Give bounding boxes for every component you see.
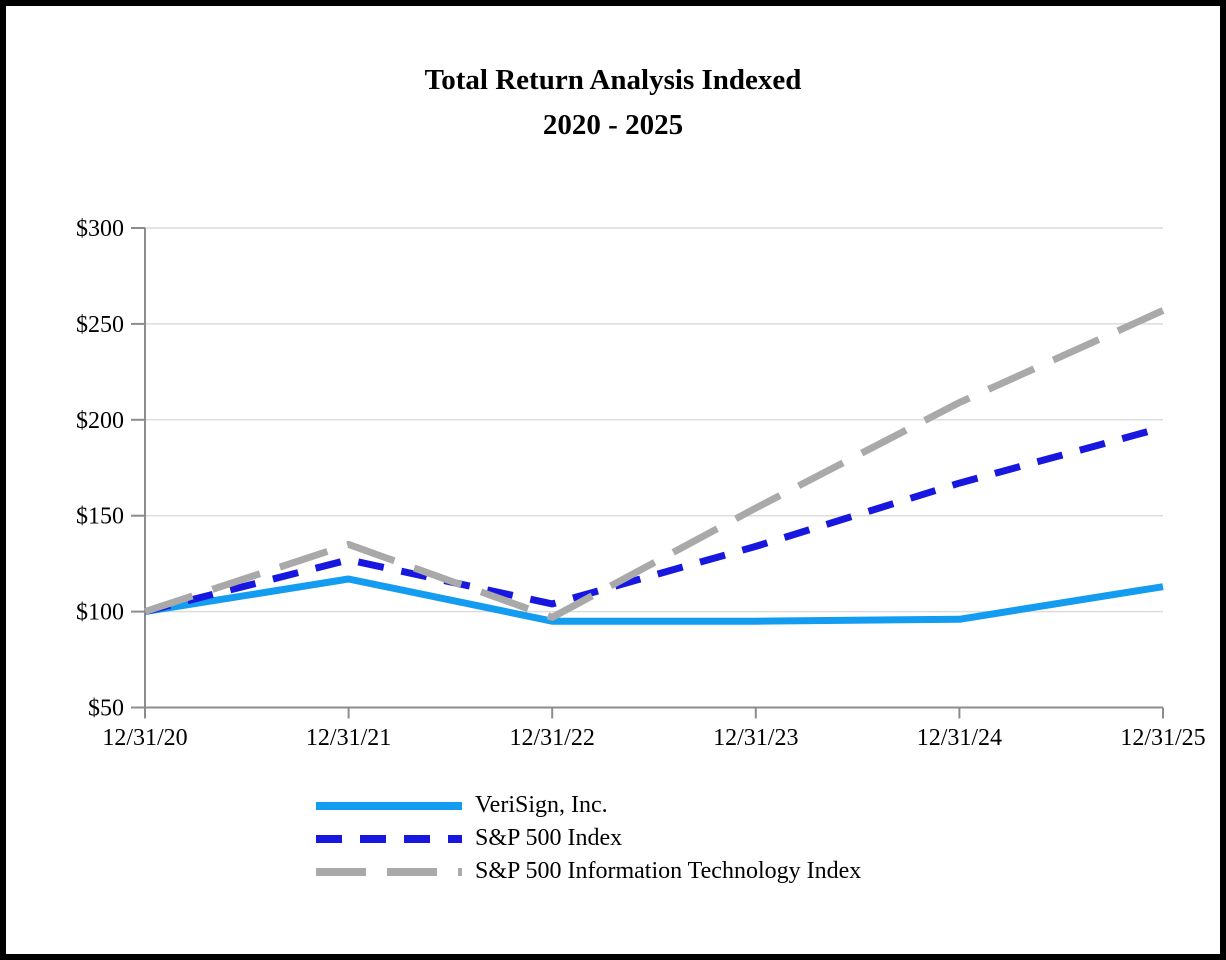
y-axis-label: $300: [76, 216, 124, 242]
chart-title: Total Return Analysis Indexed: [424, 64, 802, 96]
legend: VeriSign, Inc. S&P 500 Index S&P 500 Infor…: [315, 789, 861, 888]
x-axis-label: 12/31/21: [306, 725, 391, 751]
legend-item: VeriSign, Inc.: [315, 789, 861, 822]
y-axis-label: $150: [76, 504, 124, 530]
x-axis-label: 12/31/24: [917, 725, 1002, 751]
y-axis-label: $200: [76, 408, 124, 434]
legend-swatch-dashed: [316, 834, 462, 843]
series-line-s-p-500-information-technology-index: [143, 307, 1165, 621]
legend-item: S&P 500 Information Technology Index: [315, 855, 861, 888]
legend-swatch-solid: [316, 801, 462, 810]
legend-label: S&P 500 Information Technology Index: [475, 858, 862, 884]
x-axis-label: 12/31/23: [713, 725, 798, 751]
y-axis-label: $100: [76, 600, 124, 626]
legend-label: VeriSign, Inc.: [475, 792, 608, 818]
y-axis-label: $50: [88, 696, 124, 722]
chart-title-block: Total Return Analysis Indexed 2020 - 202…: [0, 58, 1226, 148]
chart-subtitle: 2020 - 2025: [542, 109, 684, 141]
legend-item: S&P 500 Index: [315, 822, 861, 855]
y-axis-label: $250: [76, 312, 124, 338]
series-line-verisign-inc: [144, 575, 1164, 625]
legend-label: S&P 500 Index: [475, 825, 623, 851]
x-axis-label: 12/31/25: [1120, 725, 1205, 751]
legend-swatch-long-dash: [316, 867, 462, 876]
x-axis-label: 12/31/20: [102, 725, 187, 751]
x-axis-label: 12/31/22: [510, 725, 595, 751]
